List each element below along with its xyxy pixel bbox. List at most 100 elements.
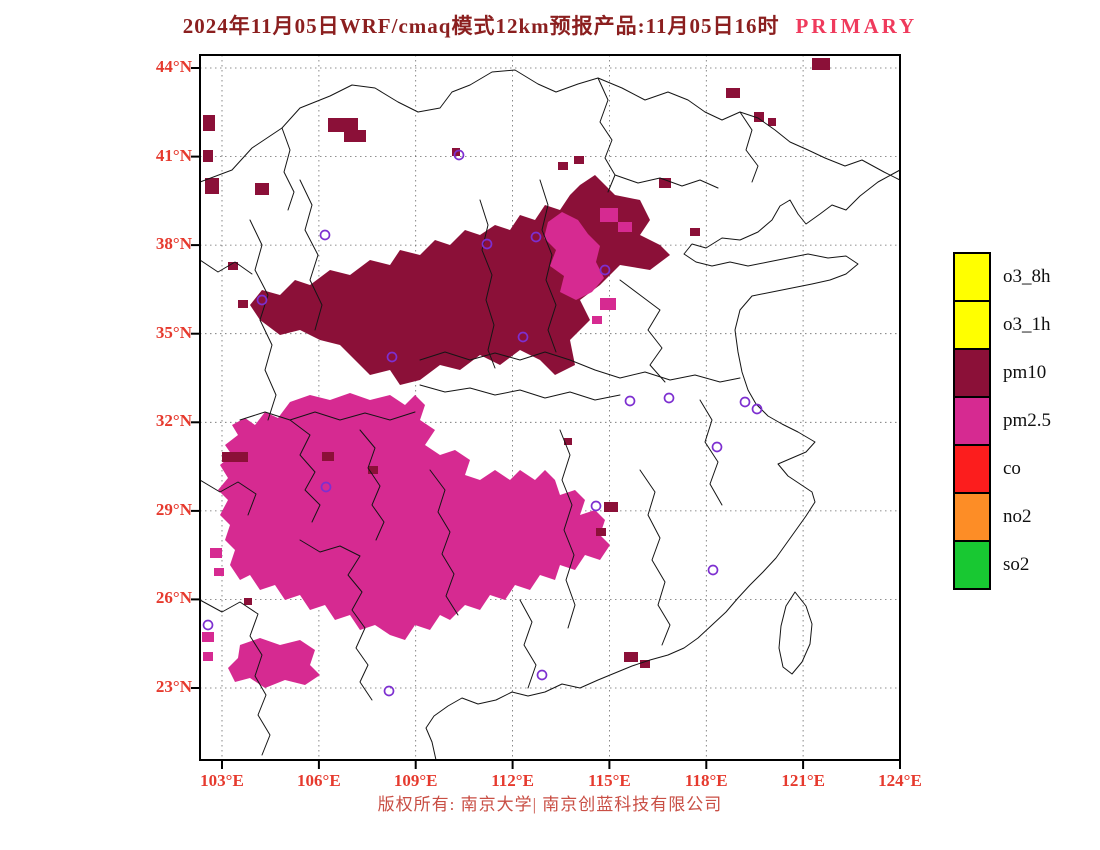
page-title: 2024年11月05日WRF/cmaq模式12km预报产品:11月05日16时 P… (150, 10, 950, 40)
city-marker (536, 669, 548, 681)
pollution-patch (255, 183, 269, 195)
boundary-line (299, 179, 323, 331)
pollution-patch (600, 208, 618, 222)
pollution-regions (202, 58, 830, 688)
x-tick-label: 109°E (393, 771, 438, 790)
x-tick-label: 115°E (588, 771, 631, 790)
boundary-line (249, 219, 277, 421)
legend-swatch (953, 492, 991, 542)
boundary-line (519, 599, 537, 689)
boundary-line (239, 411, 416, 421)
city-marker (663, 392, 675, 404)
city-markers (202, 149, 763, 697)
copyright-footer: 版权所有: 南京大学| 南京创蓝科技有限公司 (377, 795, 723, 814)
pollution-patch (368, 466, 378, 474)
legend-label: so2 (1003, 554, 1030, 575)
legend-swatch (953, 300, 991, 350)
y-tick-label: 29°N (155, 499, 192, 519)
legend-swatch (953, 444, 991, 494)
legend-label: o3_8h (1003, 266, 1051, 287)
boundary-line (539, 179, 557, 353)
x-tick-label: 124°E (878, 771, 922, 790)
pollution-patch (344, 130, 366, 142)
legend: o3_8h o3_1h pm10 pm2.5 co no2 so2 (953, 252, 1051, 590)
city-marker (624, 395, 636, 407)
y-tick-label: 32°N (155, 411, 192, 431)
pollution-patch (592, 316, 602, 324)
pollution-patch (604, 502, 618, 512)
boundary-line (200, 259, 253, 275)
north-border-line (200, 69, 900, 183)
legend-item-o3_8h: o3_8h (953, 252, 1051, 302)
forecast-map (191, 54, 901, 769)
boundary-line (419, 351, 571, 361)
primary-badge: PRIMARY (795, 14, 918, 38)
city-marker (739, 396, 751, 408)
pollution-patch (618, 222, 632, 232)
pollution-patch (222, 452, 248, 462)
pollution-patch (659, 178, 671, 188)
boundary-line (619, 279, 666, 383)
pollution-patch (210, 548, 222, 558)
coastline (425, 169, 900, 760)
boundary-line (429, 469, 459, 616)
pollution-patch (640, 660, 650, 668)
pollution-patch (690, 228, 700, 236)
city-marker (383, 685, 395, 697)
legend-item-pm2.5: pm2.5 (953, 396, 1051, 446)
tick-marks (191, 67, 901, 769)
city-marker (320, 481, 332, 493)
y-tick-label: 41°N (155, 145, 192, 165)
map-border (199, 54, 901, 761)
pollution-patch (244, 598, 252, 605)
boundary-line (200, 479, 257, 516)
boundary-line (289, 419, 321, 523)
title-text: 2024年11月05日WRF/cmaq模式12km预报产品:11月05日16时 (182, 14, 780, 38)
pollution-patch (228, 262, 238, 270)
boundary-line (614, 174, 719, 189)
pollution-patch (574, 156, 584, 164)
pollution-patch (238, 300, 248, 308)
boundary-line (739, 111, 759, 183)
boundary-line (639, 469, 671, 646)
taiwan-island (778, 591, 813, 675)
boundary-line (281, 127, 295, 211)
city-marker (711, 441, 723, 453)
boundary-line (200, 599, 271, 756)
pollution-patch (203, 652, 213, 661)
boundary-line (569, 359, 741, 383)
province-boundaries (200, 69, 900, 760)
legend-item-no2: no2 (953, 492, 1051, 542)
region-pm25-hebei-patch (544, 212, 604, 300)
city-marker (517, 331, 529, 343)
pollution-patch (205, 178, 219, 194)
legend-swatch (953, 540, 991, 590)
city-marker (530, 231, 542, 243)
boundary-line (299, 539, 373, 701)
legend-item-o3_1h: o3_1h (953, 300, 1051, 350)
city-marker (202, 619, 214, 631)
pollution-patch (600, 298, 616, 310)
city-marker (481, 238, 493, 250)
legend-label: pm10 (1003, 362, 1047, 383)
city-marker (751, 403, 763, 415)
legend-label: pm2.5 (1003, 410, 1052, 431)
pollution-patch (322, 452, 334, 461)
boundary-line (699, 399, 723, 506)
pollution-patch (754, 112, 764, 122)
legend-label: co (1003, 458, 1021, 479)
y-tick-label: 23°N (155, 676, 192, 696)
legend-swatch (953, 252, 991, 302)
x-tick-label: 118°E (684, 771, 728, 790)
pollution-patch (812, 58, 830, 70)
pollution-patch (564, 438, 572, 445)
region-pm25-southwest (228, 638, 320, 688)
y-tick-label: 26°N (155, 588, 192, 608)
city-marker (386, 351, 398, 363)
y-tick-label: 35°N (155, 322, 192, 342)
pollution-patch (768, 118, 776, 126)
boundary-line (479, 199, 496, 369)
city-marker (319, 229, 331, 241)
pollution-patch (624, 652, 638, 662)
